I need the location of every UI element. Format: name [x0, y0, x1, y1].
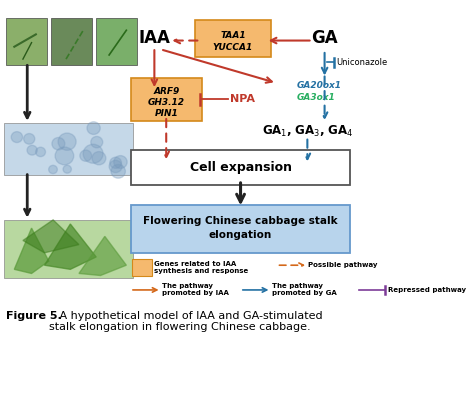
FancyBboxPatch shape [131, 150, 350, 185]
Circle shape [110, 157, 121, 168]
FancyBboxPatch shape [195, 20, 271, 57]
FancyBboxPatch shape [51, 18, 92, 65]
Polygon shape [23, 220, 79, 253]
Text: The pathway
promoted by GA: The pathway promoted by GA [272, 283, 337, 296]
Circle shape [11, 132, 23, 142]
Text: Possible pathway: Possible pathway [308, 262, 378, 268]
FancyBboxPatch shape [3, 220, 133, 278]
Circle shape [55, 147, 74, 165]
Text: Repressed pathway: Repressed pathway [388, 287, 466, 293]
Text: Figure 5.: Figure 5. [6, 310, 62, 320]
Circle shape [27, 145, 37, 155]
FancyBboxPatch shape [131, 78, 202, 121]
Circle shape [80, 150, 91, 161]
FancyBboxPatch shape [131, 205, 350, 253]
Text: GA$_1$, GA$_3$, GA$_4$: GA$_1$, GA$_3$, GA$_4$ [262, 124, 353, 139]
Polygon shape [79, 237, 127, 276]
Circle shape [111, 164, 125, 178]
Text: Uniconazole: Uniconazole [337, 58, 388, 67]
Text: GA20ox1: GA20ox1 [297, 81, 342, 90]
FancyBboxPatch shape [96, 18, 137, 65]
Circle shape [24, 134, 35, 144]
FancyBboxPatch shape [6, 18, 46, 65]
Circle shape [52, 137, 65, 150]
Text: A hypothetical model of IAA and GA-stimulated
stalk elongation in flowering Chin: A hypothetical model of IAA and GA-stimu… [49, 310, 322, 332]
Circle shape [36, 147, 46, 156]
FancyBboxPatch shape [3, 123, 133, 175]
Circle shape [114, 156, 127, 168]
Circle shape [63, 165, 72, 173]
Circle shape [87, 122, 100, 134]
Text: Flowering Chinese cabbage stalk
elongation: Flowering Chinese cabbage stalk elongati… [143, 216, 338, 240]
Circle shape [91, 137, 103, 148]
Polygon shape [45, 224, 96, 269]
Text: The pathway
promoted by IAA: The pathway promoted by IAA [162, 283, 228, 296]
Text: GH3.12: GH3.12 [148, 98, 185, 107]
Text: YUCCA1: YUCCA1 [213, 43, 253, 52]
Text: NPA: NPA [230, 95, 255, 105]
Text: Genes related to IAA
synthesis and response: Genes related to IAA synthesis and respo… [154, 261, 248, 274]
Text: PIN1: PIN1 [155, 109, 178, 118]
Circle shape [58, 133, 76, 150]
Circle shape [49, 165, 57, 173]
Polygon shape [14, 228, 49, 273]
Text: Cell expansion: Cell expansion [190, 161, 292, 174]
Circle shape [83, 144, 103, 163]
Circle shape [109, 160, 122, 173]
Text: TAA1: TAA1 [220, 31, 246, 40]
Text: IAA: IAA [138, 29, 170, 47]
Text: GA: GA [311, 29, 338, 47]
Text: ARF9: ARF9 [153, 87, 179, 96]
Circle shape [92, 151, 106, 165]
FancyBboxPatch shape [132, 259, 152, 276]
Text: GA3ox1: GA3ox1 [297, 93, 335, 102]
